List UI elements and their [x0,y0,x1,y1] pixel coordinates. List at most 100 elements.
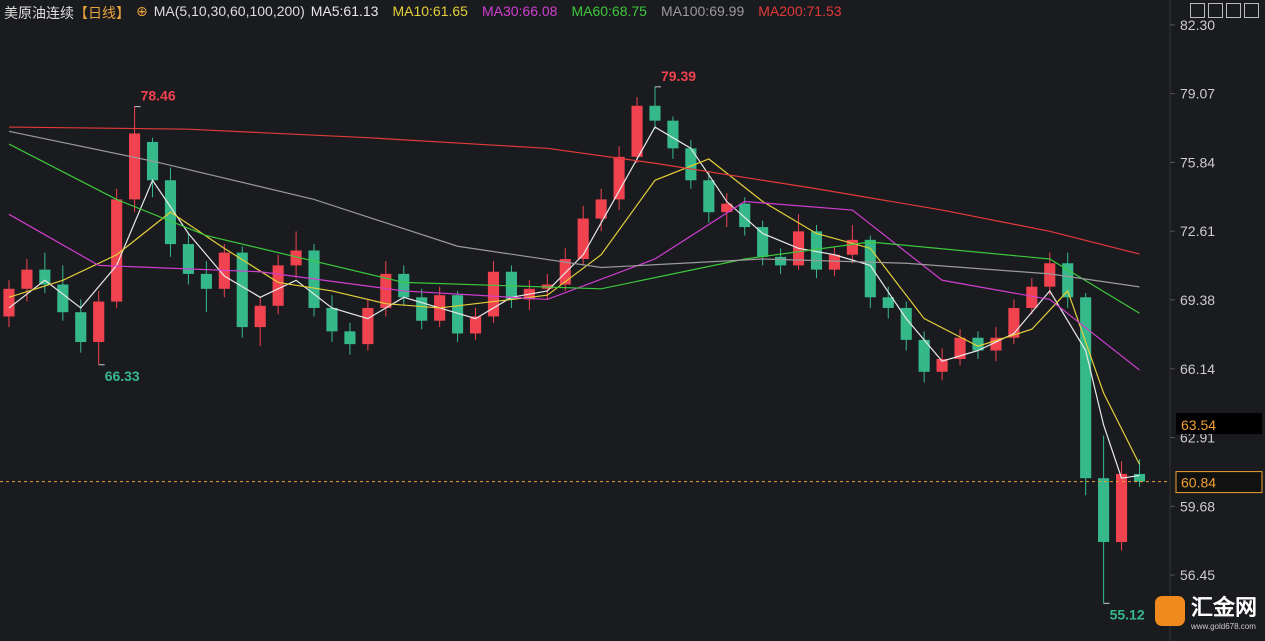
candle-body [21,269,33,289]
candle-body [810,231,823,270]
legend-entry: MA10:61.65 [392,3,468,19]
ma-line [8,143,1140,314]
candle-body [469,316,482,334]
brand-url: www.gold678.com [1190,622,1256,631]
candle-body [864,239,876,298]
candle-body [685,148,697,181]
candle-body [1115,473,1128,543]
candle-body [1026,286,1038,308]
candle-body [344,331,356,345]
candle-body [3,288,15,317]
y-tick-label: 56.45 [1180,567,1215,583]
candle-body [200,273,212,289]
candle-body [326,307,338,332]
settings-icon[interactable]: ⊕ [136,3,148,19]
extreme-label: 66.33 [105,368,140,384]
candle-body [918,339,930,372]
period[interactable]: 【日线】 [74,5,130,21]
legend-entry: MA5:61.13 [310,3,379,19]
y-tick-label: 72.61 [1180,223,1215,239]
tool-button[interactable] [1244,3,1259,18]
current-price-box [1175,471,1263,494]
candle-body [631,105,643,157]
candle-body [1098,478,1110,543]
legend-entry: MA200:71.53 [758,3,842,19]
candle-body [667,120,679,149]
legend-entry: MA100:69.99 [660,3,745,19]
candle-body [649,105,661,121]
y-tick-label: 82.30 [1180,17,1215,33]
current-price-label: 60.84 [1181,475,1216,491]
ma-line [8,158,1141,465]
symbol[interactable]: 美原油连续 [4,5,74,21]
y-tick-label: 59.68 [1180,498,1215,514]
marker-price-label: 63.54 [1181,417,1216,433]
indicator[interactable]: MA(5,10,30,60,100,200) [153,3,305,19]
candle-body [739,203,751,228]
y-tick-label: 79.07 [1180,86,1215,102]
legend-entry: MA30:66.08 [481,3,558,19]
candle-body [954,337,966,360]
candle-body [936,359,948,372]
candle-body [577,218,589,259]
candle-body [1133,473,1146,482]
tool-button[interactable] [1208,3,1223,18]
candle-body [721,203,733,213]
candle-body [39,269,51,285]
toolbar [1190,3,1259,18]
candle-body [703,180,715,213]
brand: 汇金网 www.gold678.com [1191,590,1257,631]
header: 美原油连续 【日线】 ⊕ MA(5,10,30,60,100,200) MA5:… [4,3,842,23]
legend-entry: MA60:68.75 [571,3,647,19]
candle-body [129,133,141,200]
candle-body [111,199,123,302]
candle-body [882,297,894,308]
candle-body [362,307,374,345]
candle-body [75,312,87,342]
candle-body [93,301,105,342]
legend: MA5:61.13 MA10:61.65 MA30:66.08 MA60:68.75 M… [311,3,842,23]
extreme-label: 78.46 [141,88,176,104]
ma-line [8,130,1140,288]
candle-body [254,305,266,328]
extreme-label: 55.12 [1110,606,1145,622]
candle-body [900,307,912,340]
candle-body [416,297,428,321]
candle-body [487,271,500,317]
candle-body [828,254,840,270]
candle-body [1080,297,1092,479]
y-tick-label: 66.14 [1180,361,1215,377]
marker-price-box [1176,413,1262,435]
candle-body [775,256,787,266]
candle-body [1062,263,1074,298]
candle-body [380,273,392,308]
tool-button[interactable] [1226,3,1241,18]
candle-body [452,295,464,334]
y-tick-label: 75.84 [1180,154,1215,170]
candle-body [272,265,284,306]
y-tick-label: 69.38 [1180,292,1215,308]
ma-line [8,126,1140,479]
candle-body [846,239,858,255]
candle-body [1008,307,1020,338]
ma-line [8,126,1140,255]
brand-name: 汇金网 [1190,595,1257,620]
candle-body [57,284,69,313]
ma-line [8,200,1140,371]
candle-body [236,252,248,328]
candle-body [613,156,625,200]
candle-body [595,199,607,219]
candle-body [757,227,769,257]
candle-body [1044,263,1056,287]
watermark: 汇金网 www.gold678.com [1154,590,1257,631]
candle-body [398,273,410,298]
tool-button[interactable] [1190,3,1205,18]
candle-body [182,244,194,274]
logo [1154,595,1185,626]
extreme-label: 79.39 [661,68,696,84]
candle-body [290,250,302,266]
candle-body [559,258,571,285]
candle-body [972,337,984,351]
